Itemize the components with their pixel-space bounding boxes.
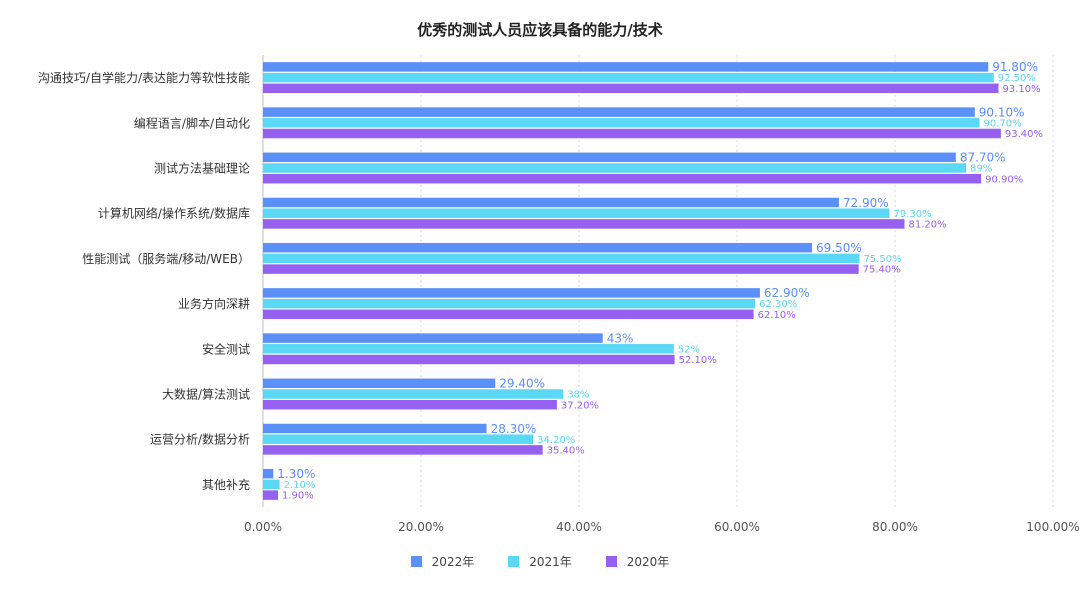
bar-2020 [263,354,675,365]
bar-2021 [263,208,890,218]
category-label: 安全测试 [202,341,250,356]
bar-2021 [263,72,994,83]
bar-2021 [263,163,967,173]
data-label: 93.10% [1002,84,1040,95]
data-label: 52.10% [679,355,717,366]
data-label: 90.90% [985,174,1023,185]
data-label: 52% [678,344,700,355]
data-label: 81.20% [908,220,946,231]
bar-2020 [263,219,905,229]
category-label: 性能测试（服务端/移动/WEB） [82,251,250,266]
bar-2022 [263,378,496,389]
data-label: 29.40% [499,377,545,391]
bar-2021 [263,344,674,354]
legend-item[interactable]: 2022年 [410,553,475,570]
legend-label: 2020年 [626,555,670,569]
data-label: 72.90% [843,196,889,210]
category-label: 大数据/算法测试 [162,387,250,402]
bar-2020 [263,309,754,320]
data-label: 35.40% [547,446,585,457]
bar-2020 [263,445,543,455]
x-tick-label: 60.00% [714,520,760,534]
bar-2022 [263,62,989,72]
bar-2021 [263,118,980,128]
data-label: 92.50% [998,73,1036,84]
data-label: 28.30% [491,422,537,436]
bar-2021 [263,298,756,309]
data-label: 69.50% [816,241,862,255]
data-label: 34.20% [537,435,575,446]
bar-2020 [263,173,982,184]
bar-2020 [263,83,999,94]
category-label: 计算机网络/操作系统/数据库 [98,206,250,221]
data-label: 93.40% [1005,129,1043,140]
data-label: 75.40% [863,265,901,276]
bar-2022 [263,107,975,117]
data-label: 91.80% [992,60,1038,74]
bar-2022 [263,423,487,434]
legend-label: 2022年 [431,555,475,569]
legend-swatch [605,556,617,567]
bar-2022 [263,333,603,343]
x-tick-label: 0.00% [244,520,282,534]
category-label: 其他补充 [202,477,250,492]
bar-2020 [263,490,279,500]
data-label: 62.10% [758,310,796,321]
legend-item[interactable]: 2021年 [508,553,572,570]
bar-2022 [263,468,274,479]
x-tick-label: 40.00% [556,520,602,534]
legend-swatch [508,556,520,567]
bar-2021 [263,253,860,264]
data-label: 75.50% [863,254,901,265]
category-label: 编程语言/脚本/自动化 [134,115,250,130]
data-label: 37.20% [561,400,599,411]
data-label: 43% [607,331,634,345]
x-tick-label: 100.00% [1026,520,1079,534]
data-label: 90.70% [984,118,1022,129]
data-label: 87.70% [960,151,1006,165]
category-label: 运营分析/数据分析 [150,432,250,447]
data-label: 1.90% [282,491,314,502]
bar-2022 [263,242,813,253]
bar-2022 [263,288,760,298]
data-label: 2.10% [284,480,316,491]
bar-2021 [263,479,280,490]
category-label: 沟通技巧/自学能力/表达能力等软性技能 [38,70,250,85]
x-tick-label: 80.00% [872,520,918,534]
x-tick-label: 20.00% [398,520,444,534]
chart-title: 优秀的测试人员应该具备的能力/技术 [417,21,663,39]
bar-2022 [263,152,956,163]
legend-label: 2021年 [529,555,572,569]
data-label: 79.30% [893,209,931,220]
category-label: 测试方法基础理论 [154,161,250,176]
bar-2020 [263,399,557,410]
legend-swatch [410,556,422,567]
bar-2022 [263,197,839,208]
data-label: 89% [970,164,992,175]
bar-2021 [263,389,564,399]
bar-2020 [263,128,1001,139]
bar-2020 [263,264,859,274]
category-label: 业务方向深耕 [178,296,250,311]
legend-item[interactable]: 2020年 [605,553,670,570]
data-label: 62.30% [759,299,797,310]
legend: 2022年 2021年 2020年 [0,553,1080,570]
bar-2021 [263,434,534,444]
data-label: 38% [567,390,589,401]
data-label: 90.10% [979,105,1025,119]
data-label: 1.30% [277,467,315,481]
data-label: 62.90% [764,286,810,300]
